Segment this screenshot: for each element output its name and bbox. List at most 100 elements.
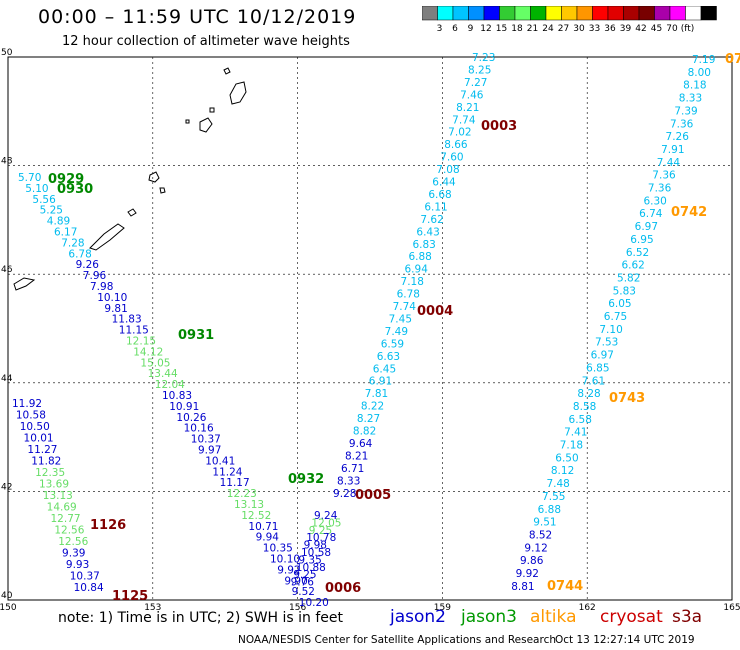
track-a-value: 10.10 <box>97 292 127 304</box>
cryosat-track-value: 7.74 <box>393 301 417 313</box>
cryosat-track-value: 6.88 <box>408 251 431 263</box>
lat-tick-label: 48 <box>1 157 13 167</box>
track-b-value: 10.50 <box>20 421 50 433</box>
coastline <box>209 107 215 113</box>
track-a-value: 12.15 <box>126 336 156 348</box>
altika-track-value: 8.33 <box>679 93 702 105</box>
map-subtitle: 12 hour collection of altimeter wave hei… <box>62 34 350 49</box>
cryosat-track-value: 7.62 <box>420 214 443 226</box>
track-c-value: 9.25 <box>293 569 316 581</box>
map-frame <box>7 56 733 601</box>
track-a-value: 9.92 <box>277 564 300 576</box>
cryosat-track-value: 8.25 <box>468 64 491 76</box>
cryosat-track-value: 8.21 <box>456 102 479 114</box>
track-c-value: 9.24 <box>314 510 338 522</box>
pass-time-label: 0931 <box>178 328 214 343</box>
colorbar-label: 27 <box>558 24 569 34</box>
lat-tick-label: 50 <box>1 48 13 58</box>
coastline <box>13 277 36 291</box>
track-a-value: 12.52 <box>241 510 271 522</box>
lat-tick-label: 40 <box>1 591 13 601</box>
cryosat-track-value: 6.83 <box>412 239 435 251</box>
altika-track-value: 8.18 <box>683 80 706 92</box>
track-a-value: 11.83 <box>112 314 142 326</box>
track-a-value: 10.16 <box>184 423 214 435</box>
track-b-value: 12.35 <box>35 467 65 479</box>
colorbar-label: 30 <box>573 24 585 34</box>
cryosat-track-value: 8.21 <box>345 450 368 462</box>
coastline <box>127 208 137 217</box>
cryosat-track-value: 7.23 <box>472 52 495 64</box>
cryosat-track-value: 7.18 <box>401 276 424 288</box>
altika-track-value: 7.41 <box>564 427 587 439</box>
cryosat-track-value: 7.08 <box>436 164 459 176</box>
track-a-value: 10.71 <box>248 521 278 533</box>
lon-tick-label: 159 <box>434 603 451 613</box>
cryosat-track-value: 6.94 <box>405 264 429 276</box>
pass-time-label: 0006 <box>325 581 361 596</box>
altika-track-value: 8.28 <box>577 388 600 400</box>
altika-track-value: 8.12 <box>551 465 574 477</box>
track-b-value: 13.13 <box>43 490 73 502</box>
cryosat-track-value: 8.27 <box>357 413 380 425</box>
altika-track-value: 6.75 <box>604 311 627 323</box>
altika-track-value: 7.39 <box>674 105 697 117</box>
colorbar-label: 70 <box>666 24 678 34</box>
track-c-value: 12.05 <box>311 517 341 529</box>
legend-s3a: s3a <box>672 607 703 627</box>
altika-track-value: 5.83 <box>613 285 636 297</box>
track-a-value: 11.24 <box>212 466 242 478</box>
track-a-value: 9.52 <box>292 586 315 598</box>
legend-cryosat: cryosat <box>600 607 663 627</box>
track-b-value: 12.77 <box>51 513 81 525</box>
cryosat-track-value: 6.59 <box>381 338 404 350</box>
colorbar-label: 15 <box>496 24 507 34</box>
track-a-value: 13.44 <box>148 368 178 380</box>
colorbar-label: 36 <box>604 24 616 34</box>
lat-tick-label: 42 <box>1 482 12 492</box>
track-b-value: 12.56 <box>58 536 88 548</box>
track-a-value: 10.41 <box>205 455 235 467</box>
track-a-value: 11.17 <box>220 477 250 489</box>
track-a-value: 15.05 <box>140 357 170 369</box>
cryosat-track-value: 6.45 <box>373 363 396 375</box>
track-c-value: 10.88 <box>296 562 326 574</box>
track-c-value: 10.58 <box>301 547 331 559</box>
pass-time-label: 0932 <box>288 472 324 487</box>
pass-time-label: 0005 <box>355 488 391 503</box>
coastline <box>185 119 190 124</box>
track-a-value: 5.25 <box>40 205 63 217</box>
track-b-value: 11.27 <box>27 444 57 456</box>
colorbar-label: 39 <box>620 24 632 34</box>
altika-track-value: 8.52 <box>529 529 552 541</box>
altika-track-value: 7.48 <box>546 478 569 490</box>
track-a-value: 12.04 <box>155 379 185 391</box>
colorbar-label: 6 <box>452 24 458 34</box>
track-c-value: 10.78 <box>306 532 336 544</box>
coastline <box>199 117 213 133</box>
track-c-value: 9.35 <box>298 554 321 566</box>
track-a-value: 9.97 <box>198 445 221 457</box>
track-c-value: 9.98 <box>304 540 327 552</box>
track-a-value: 10.26 <box>176 412 206 424</box>
footer-timestamp: Oct 13 12:27:14 UTC 2019 <box>555 634 695 646</box>
colorbar-label: 18 <box>511 24 523 34</box>
color-scale-bar: 3 6 9 12 15 18 21 24 27 30 33 36 39 42 45 70 (ft) <box>422 6 717 34</box>
altika-track-value: 8.58 <box>573 401 596 413</box>
pass-time-label: 07 <box>725 52 740 67</box>
altika-track-value: 6.85 <box>586 362 609 374</box>
coastline <box>89 223 125 251</box>
track-b-value: 14.69 <box>47 502 77 514</box>
track-c-value: 9.76 <box>291 577 315 589</box>
cryosat-track-value: 7.49 <box>385 326 408 338</box>
track-b-value: 10.01 <box>24 433 54 445</box>
altika-track-value: 8.00 <box>688 67 711 79</box>
cryosat-track-value: 6.78 <box>397 289 420 301</box>
colorbar-label: 42 <box>635 24 646 34</box>
cryosat-track-value: 6.43 <box>416 226 439 238</box>
altika-track-value: 7.36 <box>652 170 676 182</box>
cryosat-track-value: 7.02 <box>448 127 471 139</box>
altika-track-value: 6.50 <box>555 452 578 464</box>
cryosat-track-value: 6.44 <box>432 177 456 189</box>
